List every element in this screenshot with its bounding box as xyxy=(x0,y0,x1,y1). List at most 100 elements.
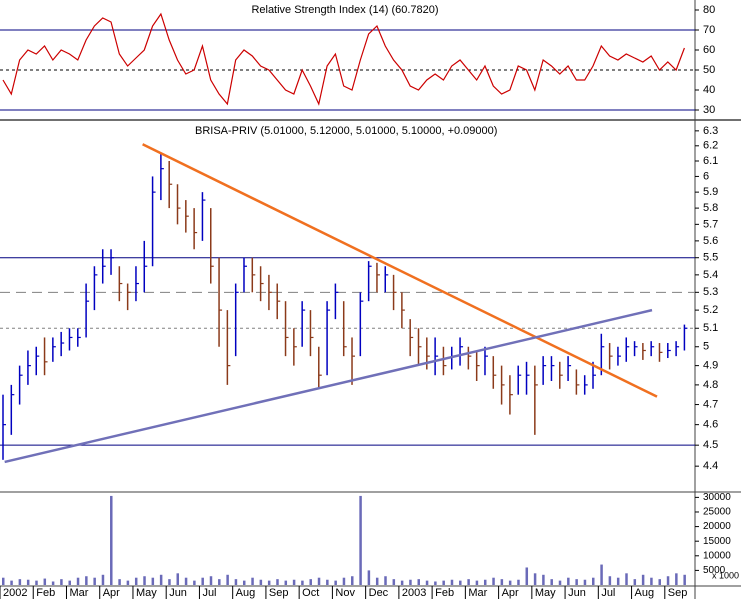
y-tick-label: 4.4 xyxy=(703,460,718,472)
y-tick-label: 30000 xyxy=(703,492,731,503)
volume-bar xyxy=(60,579,63,585)
y-tick-label: 10000 xyxy=(703,550,731,561)
volume-bar xyxy=(43,578,47,585)
volume-bar xyxy=(176,573,180,585)
volume-bar xyxy=(218,579,221,585)
volume-bar xyxy=(400,580,404,585)
volume-bar xyxy=(641,574,645,585)
volume-bar xyxy=(226,574,229,585)
volume-bar xyxy=(492,577,495,585)
y-tick-label: 5.3 xyxy=(703,286,718,298)
y-tick-label: 5.1 xyxy=(703,322,718,334)
volume-bar xyxy=(675,573,678,585)
volume-bar xyxy=(575,579,578,585)
volume-bar xyxy=(483,579,487,585)
trend-line xyxy=(142,143,658,398)
y-tick-label: 6.2 xyxy=(703,140,718,152)
volume-bar xyxy=(583,579,587,585)
volume-bar xyxy=(76,577,80,585)
x-tick-label: Sep xyxy=(269,587,289,599)
y-tick-label: 6 xyxy=(703,170,709,182)
x-tick-label: May xyxy=(535,587,556,599)
volume-bar xyxy=(359,495,362,585)
x-tick-label: Jun xyxy=(568,587,586,599)
volume-bar xyxy=(85,576,88,585)
volume-unit: x 1000 xyxy=(712,570,739,580)
volume-bar xyxy=(309,579,312,585)
volume-bar xyxy=(508,580,512,585)
y-tick-label: 5.4 xyxy=(703,269,718,281)
y-tick-label: 5.2 xyxy=(703,304,718,316)
volume-bar xyxy=(384,576,387,585)
volume-bar xyxy=(93,577,96,585)
y-tick-label: 4.7 xyxy=(703,398,718,410)
volume-bar xyxy=(417,579,420,585)
volume-bar xyxy=(567,577,570,585)
volume-bar xyxy=(450,579,454,585)
volume-bar xyxy=(301,580,304,585)
volume-bar xyxy=(35,580,38,585)
y-tick-label: 70 xyxy=(703,24,715,36)
volume-bar xyxy=(533,573,537,585)
x-tick-label: Nov xyxy=(335,587,355,599)
volume-bar xyxy=(475,580,479,585)
x-tick-label: Jun xyxy=(169,587,187,599)
y-tick-label: 6.1 xyxy=(703,155,718,167)
y-tick-label: 4.6 xyxy=(703,419,718,431)
x-tick-label: Aug xyxy=(635,587,655,599)
volume-bar xyxy=(375,577,379,585)
x-tick-label: Feb xyxy=(435,587,454,599)
y-tick-label: 15000 xyxy=(703,536,731,547)
x-tick-label: Jul xyxy=(601,587,615,599)
x-tick-label: 2002 xyxy=(3,587,27,599)
y-tick-label: 5 xyxy=(703,341,709,353)
volume-bar xyxy=(18,579,22,585)
volume-bar xyxy=(434,581,437,585)
y-tick-label: 30 xyxy=(703,104,715,116)
volume-bar xyxy=(259,579,263,585)
volume-bar xyxy=(525,567,529,585)
volume-bar xyxy=(209,576,213,585)
x-tick-label: 2003 xyxy=(402,587,426,599)
volume-bar xyxy=(351,576,354,585)
volume-bar xyxy=(284,580,288,585)
volume-bar xyxy=(658,579,661,585)
volume-bar xyxy=(101,574,105,585)
volume-bar xyxy=(633,579,637,585)
volume-bar xyxy=(558,580,562,585)
y-tick-label: 50 xyxy=(703,64,715,76)
volume-bar xyxy=(2,577,5,585)
rsi-line xyxy=(2,12,685,106)
y-tick-label: 80 xyxy=(703,4,715,16)
y-tick-label: 5.6 xyxy=(703,235,718,247)
volume-bar xyxy=(467,579,470,585)
rsi-title: Relative Strength Index (14) (60.7820) xyxy=(251,4,438,16)
volume-bar xyxy=(542,574,545,585)
volume-bar xyxy=(201,577,204,585)
volume-bar xyxy=(26,579,30,585)
x-tick-label: Apr xyxy=(103,587,120,599)
y-tick-label: 4.9 xyxy=(703,360,718,372)
volume-bar xyxy=(666,576,670,585)
y-tick-label: 5.7 xyxy=(703,218,718,230)
volume-bar xyxy=(68,580,71,585)
volume-bar xyxy=(442,580,445,585)
volume-bar xyxy=(459,580,462,585)
x-tick-label: May xyxy=(136,587,157,599)
x-tick-label: Mar xyxy=(468,587,487,599)
volume-bar xyxy=(234,579,238,585)
volume-bar xyxy=(608,576,612,585)
y-tick-label: 4.8 xyxy=(703,379,718,391)
volume-bar xyxy=(193,580,196,585)
x-tick-label: Mar xyxy=(69,587,88,599)
volume-bar xyxy=(625,573,628,585)
trend-line xyxy=(4,308,653,464)
volume-bar xyxy=(10,580,13,585)
x-tick-label: Jul xyxy=(202,587,216,599)
volume-bar xyxy=(342,577,346,585)
price-title: BRISA-PRIV (5.01000, 5.12000, 5.01000, 5… xyxy=(195,125,497,137)
volume-bar xyxy=(367,570,371,585)
y-tick-label: 5.9 xyxy=(703,186,718,198)
